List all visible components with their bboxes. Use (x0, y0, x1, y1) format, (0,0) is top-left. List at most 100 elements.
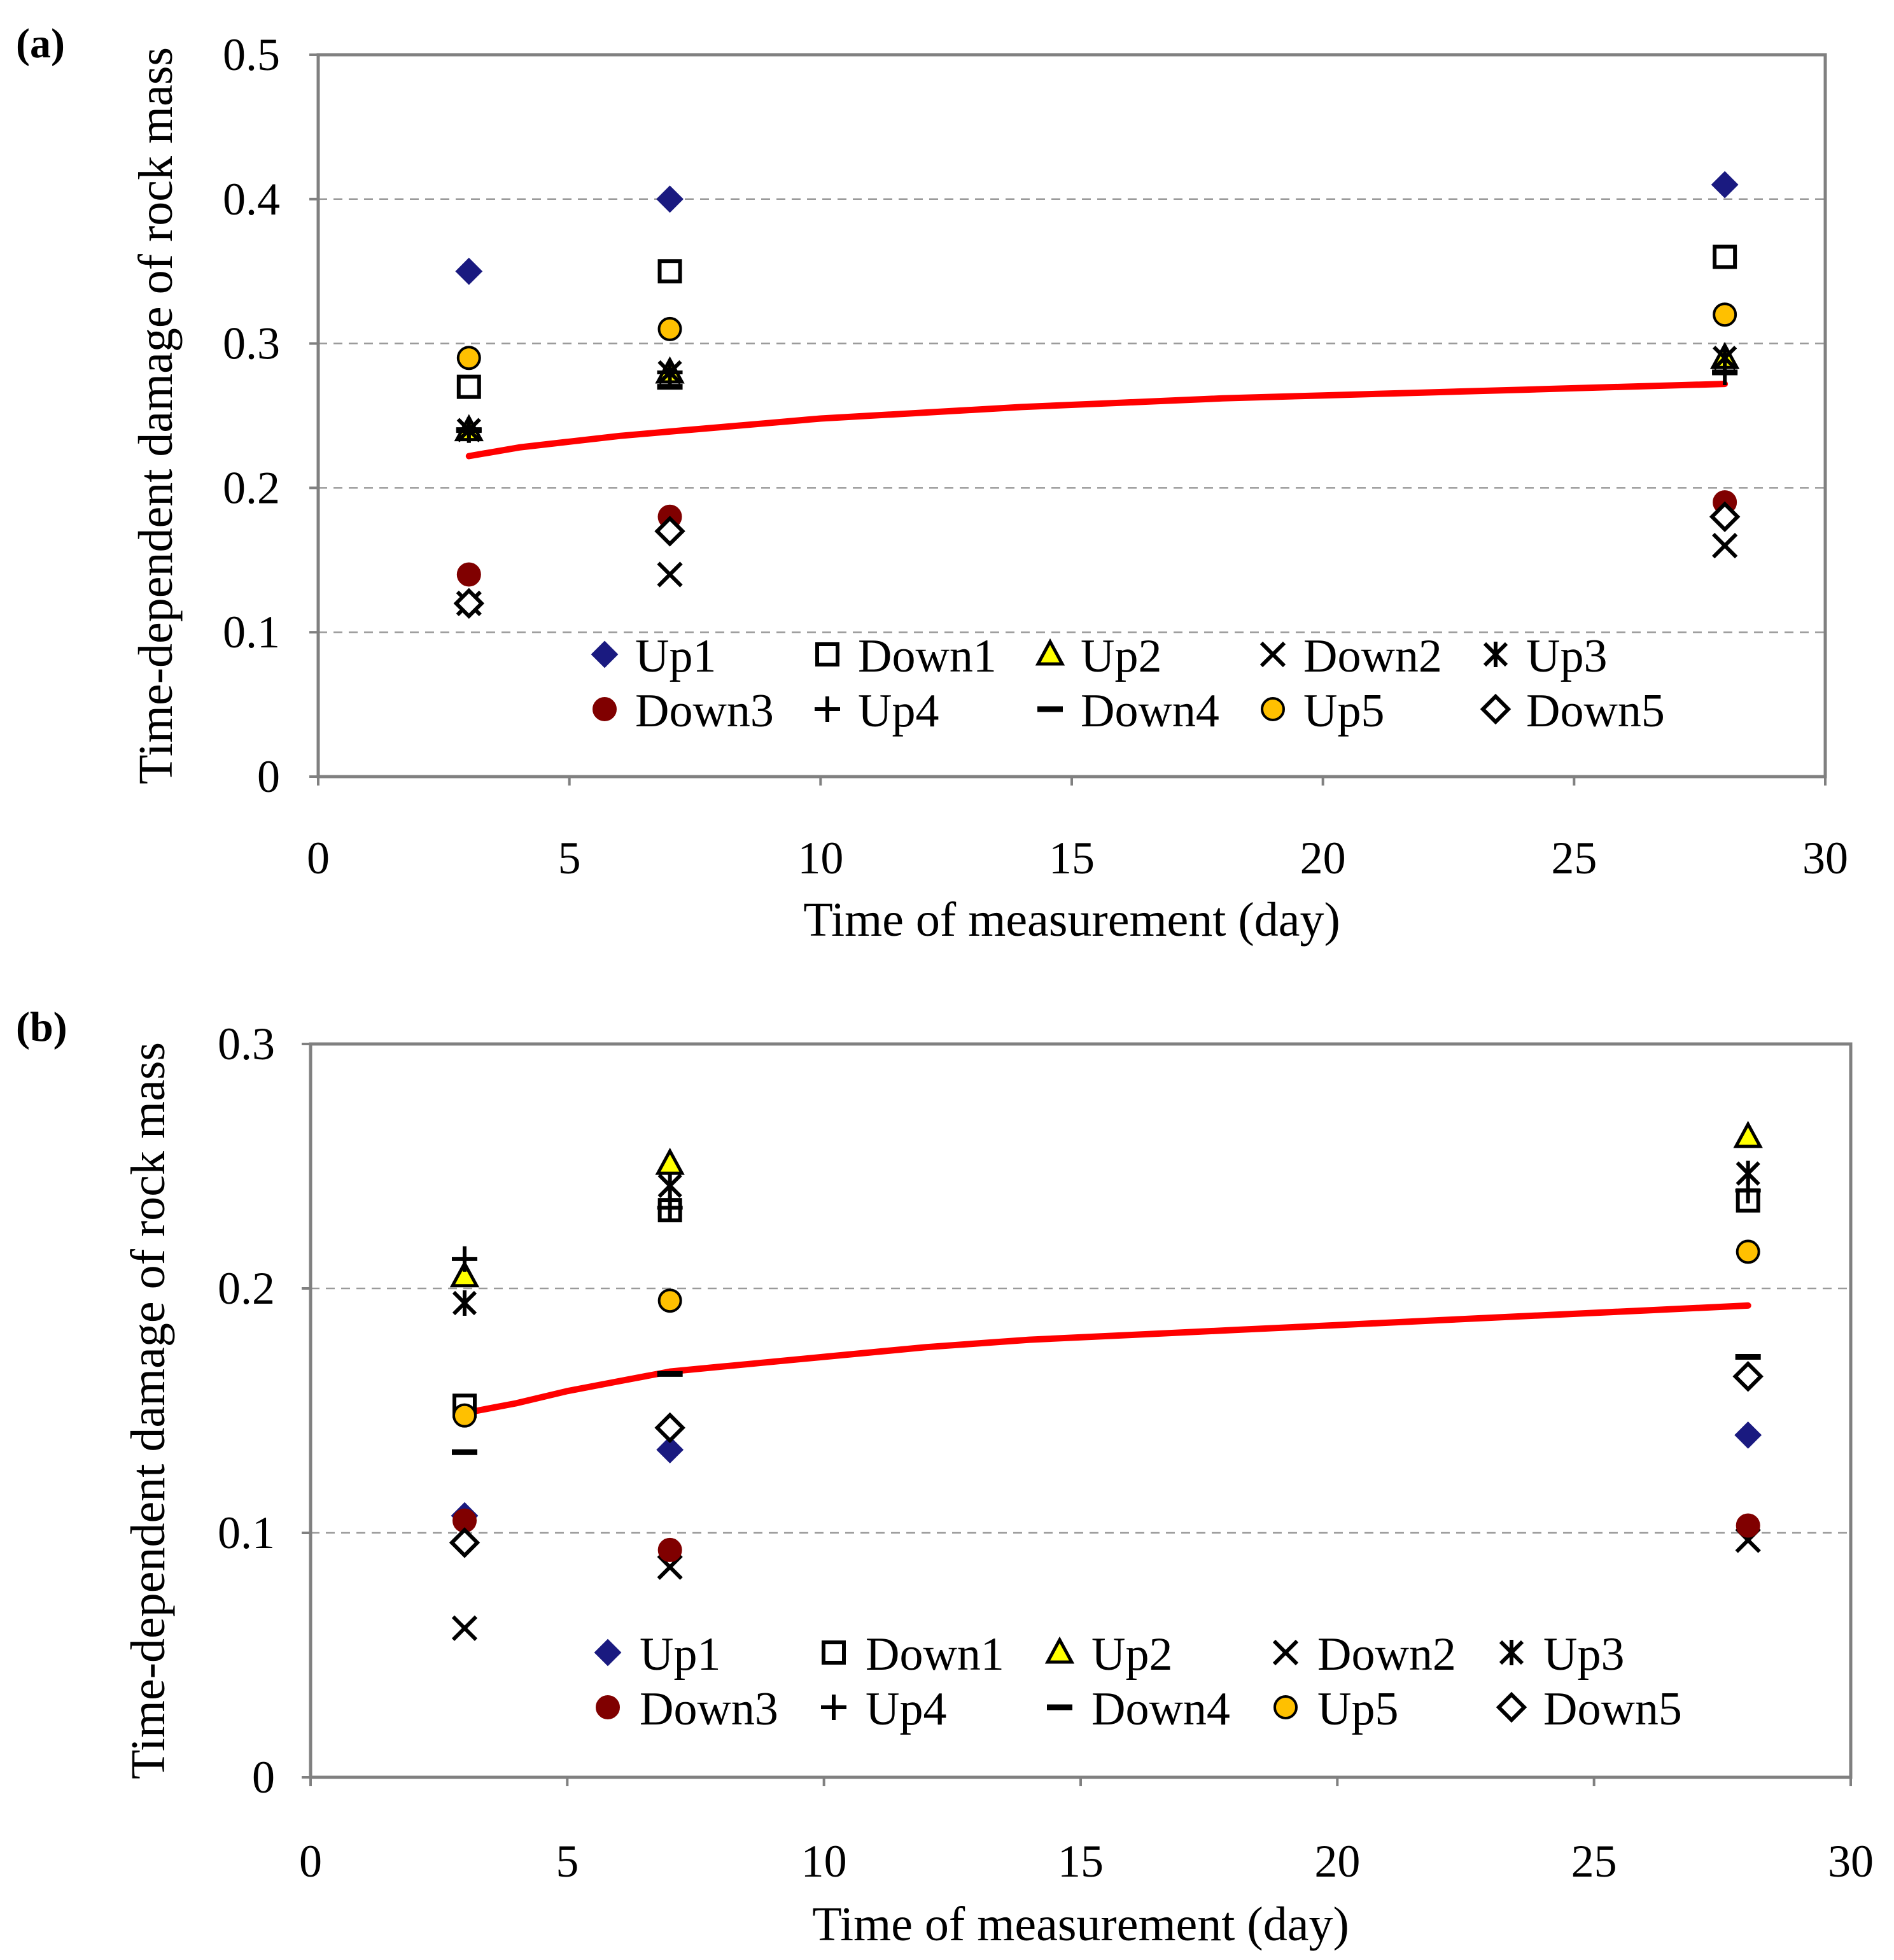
point-up5 (657, 316, 682, 341)
panel-label: (a) (16, 20, 65, 67)
point-up3 (657, 1173, 682, 1199)
panel-b: (b) 0 0.1 0.2 0.3 0 5 10 15 20 25 30 Time of measure… (16, 1004, 1874, 1951)
legend-marker-down5 (1496, 1691, 1527, 1723)
point-up5 (1713, 302, 1737, 327)
legend-label-down4: Down4 (1081, 685, 1219, 737)
y-tick-label: 0.2 (223, 462, 280, 513)
x-axis-title: Time of measurement (day) (803, 893, 1340, 947)
legend-label-down3: Down3 (640, 1683, 778, 1735)
legend-label-up1: Up1 (635, 630, 716, 682)
y-tick-label: 0.5 (223, 29, 280, 80)
x-tick-label: 30 (1802, 833, 1848, 884)
y-axis-title: Time-dependent damage of rock mass (129, 47, 183, 784)
legend-marker-down2 (1272, 1639, 1299, 1666)
point-up5 (657, 1288, 682, 1313)
legend-label-down5: Down5 (1526, 685, 1665, 737)
legend-marker-down1 (815, 642, 839, 666)
legend-label-up2: Up2 (1091, 1628, 1172, 1681)
x-tick-label: 5 (558, 833, 581, 884)
point-up5 (456, 346, 481, 370)
point-down5 (453, 588, 485, 619)
legend-label-down2: Down2 (1317, 1628, 1456, 1681)
point-down1 (657, 259, 682, 284)
legend-marker-up4 (821, 1695, 846, 1720)
legend-marker-down2 (1259, 641, 1286, 668)
panel-label: (b) (16, 1004, 67, 1050)
legend-marker-down3 (596, 1695, 620, 1719)
y-tick-label: 0.2 (218, 1263, 275, 1314)
point-down3 (456, 562, 481, 587)
point-down5 (449, 1527, 481, 1558)
x-tick-label: 10 (801, 1836, 847, 1887)
point-down3 (1736, 1513, 1760, 1538)
legend-label-up4: Up4 (858, 685, 939, 737)
point-up5 (452, 1403, 477, 1428)
y-tick-label: 0.4 (223, 174, 280, 225)
y-tick-label: 0.1 (218, 1507, 275, 1558)
legend-marker-down1 (822, 1640, 846, 1665)
x-tick-label: 15 (1058, 1836, 1104, 1887)
legend-label-up3: Up3 (1526, 630, 1607, 682)
fit-curve (461, 1302, 1751, 1416)
x-tick-label: 5 (556, 1836, 579, 1887)
y-tick-label: 0.1 (223, 607, 280, 658)
legend-label-down1: Down1 (858, 630, 997, 682)
legend-marker-up3 (1499, 1640, 1524, 1665)
legend-marker-down3 (593, 697, 617, 721)
legend-marker-up3 (1483, 642, 1508, 667)
legend-label-down4: Down4 (1091, 1683, 1230, 1735)
point-up1 (656, 1436, 684, 1463)
point-down5 (1732, 1360, 1764, 1392)
x-axis-title: Time of measurement (day) (812, 1898, 1349, 1951)
x-tick-label: 20 (1300, 833, 1346, 884)
point-down2 (657, 1554, 683, 1580)
y-tick-label: 0.3 (218, 1019, 275, 1069)
x-tick-label: 0 (307, 833, 330, 884)
point-down1 (456, 374, 481, 399)
x-tick-label: 30 (1828, 1836, 1874, 1887)
point-up4 (1735, 1178, 1761, 1204)
legend-marker-up2 (1035, 638, 1065, 666)
point-down2 (657, 561, 683, 588)
legend-label-up5: Up5 (1303, 685, 1384, 737)
point-up2 (449, 1260, 480, 1288)
point-down5 (654, 516, 685, 547)
y-axis-title: Time-dependent damage of rock mass (122, 1042, 175, 1779)
point-down2 (1712, 532, 1738, 559)
point-down5 (654, 1412, 685, 1444)
point-up1 (1711, 171, 1739, 199)
point-up1 (455, 257, 483, 285)
legend-marker-up5 (1273, 1695, 1298, 1719)
legend-label-down1: Down1 (866, 1628, 1004, 1681)
legend-label-down5: Down5 (1543, 1683, 1682, 1735)
legend-marker-up1 (591, 640, 619, 668)
point-up1 (656, 185, 684, 213)
legend-marker-up1 (594, 1639, 622, 1667)
point-down5 (1709, 501, 1741, 533)
legend-label-up3: Up3 (1543, 1628, 1624, 1681)
point-down1 (1713, 244, 1737, 269)
x-tick-label: 25 (1551, 833, 1597, 884)
legend-label-up4: Up4 (866, 1683, 946, 1735)
x-tick-label: 25 (1571, 1836, 1617, 1887)
point-up3 (452, 1290, 477, 1316)
legend-label-up5: Up5 (1317, 1683, 1398, 1735)
x-tick-label: 15 (1049, 833, 1095, 884)
point-up5 (1736, 1239, 1760, 1264)
x-tick-label: 0 (299, 1836, 322, 1887)
point-up1 (1734, 1421, 1762, 1449)
panel-a: (a) 0 0.1 0.2 0.3 0.4 0.5 0 5 10 15 20 25 30 Time of m… (16, 20, 1848, 947)
x-tick-label: 20 (1314, 1836, 1360, 1887)
legend-label-up1: Up1 (640, 1628, 720, 1681)
point-up4 (452, 1246, 477, 1272)
y-tick-label: 0 (252, 1752, 275, 1803)
point-up2 (1733, 1120, 1763, 1148)
y-tick-label: 0 (257, 751, 280, 802)
point-up4 (657, 1195, 683, 1221)
x-tick-label: 10 (797, 833, 843, 884)
legend-label-up2: Up2 (1081, 630, 1161, 682)
point-down2 (451, 1615, 478, 1641)
legend-marker-up2 (1044, 1636, 1075, 1664)
